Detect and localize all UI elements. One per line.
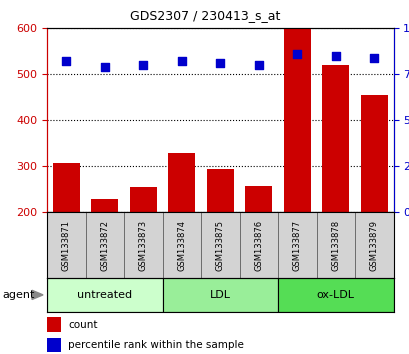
- Point: [293, 51, 300, 57]
- Text: LDL: LDL: [209, 290, 230, 300]
- Text: GSM133878: GSM133878: [330, 219, 339, 271]
- Bar: [47, 317, 61, 332]
- Text: percentile rank within the sample: percentile rank within the sample: [68, 340, 243, 350]
- Bar: [47, 338, 61, 352]
- Text: GSM133876: GSM133876: [254, 219, 263, 271]
- Bar: [47, 278, 162, 312]
- Bar: [360, 95, 387, 212]
- Bar: [130, 187, 157, 212]
- Point: [370, 55, 377, 61]
- Bar: [277, 212, 316, 278]
- Text: GSM133877: GSM133877: [292, 219, 301, 271]
- Text: GSM133875: GSM133875: [216, 219, 224, 271]
- Point: [101, 64, 108, 70]
- Bar: [277, 278, 393, 312]
- Text: count: count: [68, 320, 97, 330]
- Bar: [168, 154, 195, 212]
- Point: [63, 59, 70, 64]
- Bar: [354, 212, 393, 278]
- Bar: [321, 65, 348, 212]
- Text: ox-LDL: ox-LDL: [316, 290, 354, 300]
- Bar: [162, 278, 277, 312]
- Bar: [124, 212, 162, 278]
- Bar: [53, 163, 80, 212]
- Text: GSM133874: GSM133874: [177, 219, 186, 271]
- Bar: [162, 212, 201, 278]
- Point: [140, 62, 146, 68]
- Bar: [239, 212, 277, 278]
- Bar: [316, 212, 354, 278]
- Bar: [283, 28, 310, 212]
- Point: [332, 53, 338, 59]
- Bar: [207, 169, 233, 212]
- Polygon shape: [32, 290, 43, 299]
- Text: GSM133871: GSM133871: [62, 219, 71, 271]
- Text: agent: agent: [2, 290, 34, 300]
- Point: [255, 62, 261, 68]
- Point: [217, 61, 223, 66]
- Point: [178, 59, 185, 64]
- Bar: [201, 212, 239, 278]
- Text: GSM133872: GSM133872: [100, 219, 109, 271]
- Bar: [91, 199, 118, 212]
- Text: untreated: untreated: [77, 290, 132, 300]
- Bar: [85, 212, 124, 278]
- Text: GSM133879: GSM133879: [369, 219, 378, 271]
- Bar: [47, 212, 85, 278]
- Text: GSM133873: GSM133873: [139, 219, 148, 271]
- Bar: [245, 186, 272, 212]
- Text: GDS2307 / 230413_s_at: GDS2307 / 230413_s_at: [130, 9, 279, 22]
